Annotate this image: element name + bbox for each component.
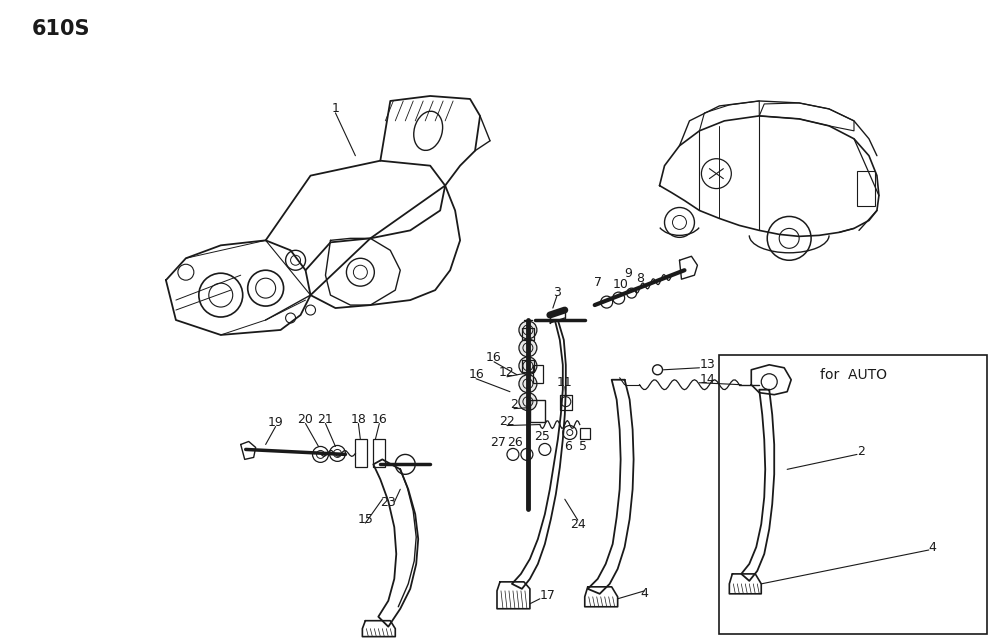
Circle shape bbox=[519, 393, 537, 411]
Circle shape bbox=[519, 321, 537, 339]
Text: 610S: 610S bbox=[32, 19, 90, 39]
Bar bbox=[719, 355, 987, 634]
Text: 6: 6 bbox=[564, 440, 572, 453]
Text: 7: 7 bbox=[594, 276, 602, 288]
Text: 14: 14 bbox=[700, 373, 716, 387]
Text: 27: 27 bbox=[491, 436, 506, 449]
Bar bbox=[580, 428, 590, 440]
Circle shape bbox=[519, 375, 537, 393]
Circle shape bbox=[519, 339, 537, 357]
Text: 2: 2 bbox=[510, 398, 518, 411]
Text: 10: 10 bbox=[612, 278, 628, 290]
Bar bbox=[857, 171, 875, 206]
Text: 4: 4 bbox=[929, 540, 936, 554]
Text: 2: 2 bbox=[857, 445, 865, 458]
Text: 3: 3 bbox=[553, 286, 561, 299]
Bar bbox=[374, 440, 385, 467]
Text: 1: 1 bbox=[332, 103, 339, 115]
Text: 16: 16 bbox=[468, 369, 484, 381]
Text: 18: 18 bbox=[351, 413, 367, 426]
Text: 19: 19 bbox=[268, 416, 283, 429]
Text: 22: 22 bbox=[499, 415, 515, 428]
Text: 5: 5 bbox=[579, 440, 587, 453]
Bar bbox=[533, 365, 543, 383]
Text: 23: 23 bbox=[381, 495, 396, 509]
Text: 26: 26 bbox=[507, 436, 523, 449]
Text: 24: 24 bbox=[570, 518, 586, 531]
Bar bbox=[530, 399, 545, 422]
Text: for  AUTO: for AUTO bbox=[821, 368, 888, 382]
Text: 17: 17 bbox=[540, 589, 556, 603]
Text: 16: 16 bbox=[372, 413, 387, 426]
Text: 15: 15 bbox=[358, 513, 374, 526]
Text: 21: 21 bbox=[317, 413, 333, 426]
Circle shape bbox=[519, 357, 537, 375]
Text: 9: 9 bbox=[624, 267, 632, 279]
Text: 20: 20 bbox=[297, 413, 313, 426]
Text: 16: 16 bbox=[487, 351, 501, 364]
Text: 25: 25 bbox=[534, 430, 550, 443]
Text: 12: 12 bbox=[499, 366, 515, 379]
Text: 11: 11 bbox=[557, 376, 573, 389]
Text: 4: 4 bbox=[640, 587, 648, 601]
Bar bbox=[356, 440, 368, 467]
Text: 8: 8 bbox=[636, 272, 644, 285]
Text: 13: 13 bbox=[700, 358, 716, 371]
